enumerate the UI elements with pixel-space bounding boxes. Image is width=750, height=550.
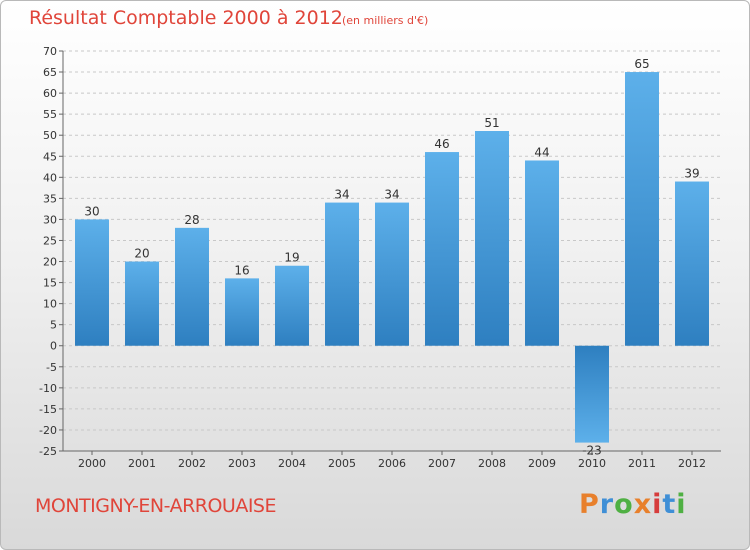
y-tick-label: 25: [43, 234, 57, 247]
value-label-2006: 34: [384, 188, 399, 202]
y-tick-label: 35: [43, 192, 57, 205]
y-tick-label: -5: [46, 361, 57, 374]
bars: [75, 72, 709, 443]
value-label-2001: 20: [134, 247, 149, 261]
x-tick-label: 2004: [278, 457, 306, 470]
y-tick-label: 15: [43, 277, 57, 290]
y-tick-label: 20: [43, 256, 57, 269]
y-tick-label: 70: [43, 45, 57, 58]
logo-letter: r: [599, 489, 615, 520]
bar-2006: [375, 202, 409, 346]
bar-2004: [275, 265, 309, 346]
logo-letter: o: [614, 489, 634, 520]
axes: 7065605550454035302520151050-5-10-15-20-…: [39, 45, 721, 470]
x-tick-label: 2009: [528, 457, 556, 470]
bar-2007: [425, 152, 459, 346]
y-tick-label: 10: [43, 298, 57, 311]
y-tick-label: 60: [43, 87, 57, 100]
bar-2008: [475, 131, 509, 346]
bar-2000: [75, 219, 109, 346]
value-label-2002: 28: [184, 213, 199, 227]
bar-2005: [325, 202, 359, 346]
x-tick-label: 2005: [328, 457, 356, 470]
x-tick-label: 2010: [578, 457, 606, 470]
x-tick-label: 2012: [678, 457, 706, 470]
logo-letter: t: [662, 489, 677, 520]
y-tick-label: -15: [39, 403, 57, 416]
value-label-2011: 65: [634, 57, 649, 71]
x-tick-label: 2006: [378, 457, 406, 470]
y-tick-label: 65: [43, 66, 57, 79]
value-label-2003: 16: [234, 263, 249, 277]
y-tick-label: 30: [43, 213, 57, 226]
x-tick-label: 2002: [178, 457, 206, 470]
y-tick-label: -20: [39, 424, 57, 437]
data-labels: 30 20 28 16 19 34 34 46 51 44 -23 65 39: [84, 57, 699, 458]
logo-letter: i: [652, 489, 663, 520]
place-name: MONTIGNY-EN-ARROUAISE: [35, 495, 277, 517]
chart-title: Résultat Comptable 2000 à 2012: [29, 7, 343, 29]
bar-2012: [675, 181, 709, 346]
logo-letter: P: [579, 489, 600, 520]
logo-letter: x: [633, 489, 653, 520]
bar-2010: [575, 345, 609, 443]
value-label-2005: 34: [334, 188, 349, 202]
proxiti-logo[interactable]: Proxiti: [579, 489, 687, 520]
x-tick-label: 2008: [478, 457, 506, 470]
y-tick-label: -25: [39, 445, 57, 458]
y-tick-label: 50: [43, 129, 57, 142]
y-tick-label: 0: [50, 340, 57, 353]
x-tick-label: 2001: [128, 457, 156, 470]
x-tick-label: 2003: [228, 457, 256, 470]
value-label-2009: 44: [534, 145, 549, 159]
value-label-2007: 46: [434, 137, 449, 151]
x-tick-label: 2011: [628, 457, 656, 470]
y-tick-label: 5: [50, 319, 57, 332]
value-label-2008: 51: [484, 116, 499, 130]
x-tick-label: 2000: [78, 457, 106, 470]
bar-2011: [625, 72, 659, 346]
x-tick-label: 2007: [428, 457, 456, 470]
bar-2001: [125, 261, 159, 346]
value-label-2012: 39: [684, 167, 699, 181]
value-label-2000: 30: [84, 204, 99, 218]
y-tick-label: 45: [43, 150, 57, 163]
value-label-2004: 19: [284, 251, 299, 265]
logo-letter: i: [676, 489, 687, 520]
bar-2002: [175, 227, 209, 346]
chart-subtitle: (en milliers d'€): [342, 14, 429, 27]
bar-2009: [525, 160, 559, 346]
y-tick-label: 55: [43, 108, 57, 121]
bar-2003: [225, 278, 259, 346]
value-label-2010: -23: [582, 444, 602, 458]
y-tick-label: -10: [39, 382, 57, 395]
y-tick-label: 40: [43, 171, 57, 184]
